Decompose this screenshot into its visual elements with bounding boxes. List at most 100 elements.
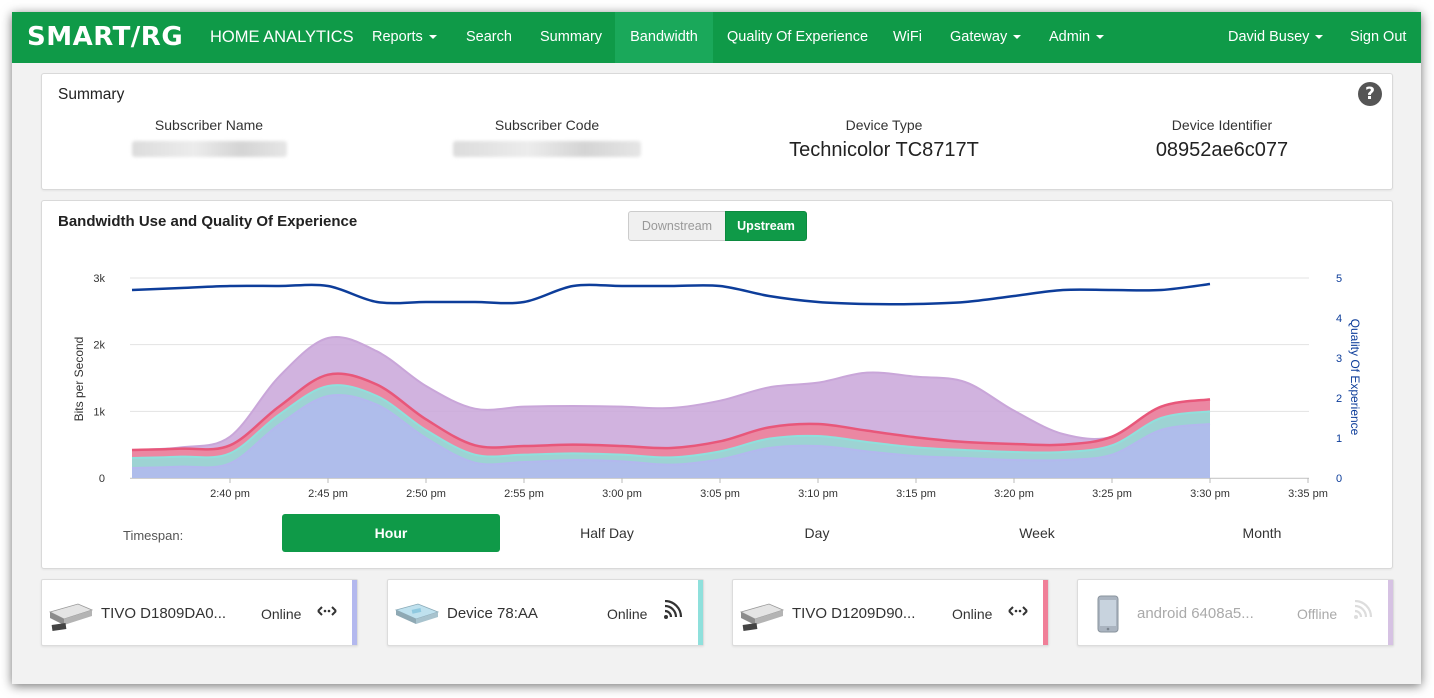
device-color-stripe <box>352 580 357 645</box>
set-top-box-icon <box>739 603 785 631</box>
device-card[interactable]: TIVO D1209D90... Online <box>732 579 1049 646</box>
x-tick-label: 2:40 pm <box>210 488 250 500</box>
device-identifier-value: 08952ae6c077 <box>1155 139 1289 161</box>
nav-search[interactable]: Search <box>466 29 512 45</box>
subscriber-code-block: Subscriber Code <box>407 117 687 157</box>
y-tick-label: 1k <box>93 406 105 418</box>
stack-line <box>131 372 1211 452</box>
upstream-button[interactable]: Upstream <box>725 211 807 241</box>
x-tick-label: 3:25 pm <box>1092 488 1132 500</box>
device-card[interactable]: android 6408a5... Offline <box>1077 579 1394 646</box>
device-type-block: Device Type Technicolor TC8717T <box>744 117 1024 162</box>
ethernet-icon <box>1008 606 1028 616</box>
help-icon[interactable]: ? <box>1358 82 1382 106</box>
x-tick-label: 3:00 pm <box>602 488 642 500</box>
app-window: SMART/RG HOME ANALYTICS Reports Search S… <box>12 12 1421 684</box>
device-card[interactable]: TIVO D1809DA0... Online <box>41 579 358 646</box>
x-tick-label: 3:15 pm <box>896 488 936 500</box>
nav-home-analytics[interactable]: HOME ANALYTICS <box>210 28 354 46</box>
subscriber-name-redacted <box>131 141 287 157</box>
device-card[interactable]: Device 78:AA Online <box>387 579 704 646</box>
device-name: TIVO D1809DA0... <box>101 605 227 622</box>
nav-summary[interactable]: Summary <box>540 29 603 45</box>
sign-out-link[interactable]: Sign Out <box>1350 29 1407 45</box>
stack-line <box>131 393 1211 469</box>
bandwidth-panel: Bandwidth Use and Quality Of Experience … <box>41 200 1393 569</box>
timespan-day-button[interactable]: Day <box>804 525 830 541</box>
x-tick-label: 2:50 pm <box>406 488 446 500</box>
nav-gateway[interactable]: Gateway <box>950 12 1022 63</box>
device-identifier-block: Device Identifier 08952ae6c077 <box>1082 117 1362 162</box>
device-name: Device 78:AA <box>447 605 538 622</box>
chevron-down-icon <box>1013 35 1022 40</box>
nav-reports[interactable]: Reports <box>372 12 437 63</box>
nav-admin-label: Admin <box>1049 29 1091 45</box>
y-tick-label: 2k <box>93 340 105 352</box>
y2-tick-label: 1 <box>1336 433 1342 445</box>
nav-user-menu[interactable]: David Busey <box>1228 12 1324 63</box>
nav-quality-of-experience[interactable]: Quality Of Experience <box>727 29 869 45</box>
router-icon <box>394 603 440 624</box>
y-tick-label: 0 <box>99 473 105 485</box>
x-tick-label: 3:35 pm <box>1288 488 1328 500</box>
x-tick-label: 3:30 pm <box>1190 488 1230 500</box>
device-status: Online <box>607 606 648 622</box>
bandwidth-chart: 0 1k 2k 3k 0 1 2 3 4 5 2:40 pm 2:45 pm 2:50 pm 2:55 p… <box>72 273 1362 500</box>
x-tick-label: 2:55 pm <box>504 488 544 500</box>
chevron-down-icon <box>1096 35 1105 40</box>
stack-line <box>131 384 1211 459</box>
device-type-value: Technicolor TC8717T <box>789 139 979 161</box>
timespan-hour-button[interactable]: Hour <box>282 514 500 552</box>
wifi-icon <box>664 600 683 619</box>
bandwidth-title: Bandwidth Use and Quality Of Experience <box>58 213 358 230</box>
subscriber-code-label: Subscriber Code <box>494 117 600 133</box>
y2-tick-label: 4 <box>1336 313 1342 325</box>
device-color-stripe <box>1388 580 1393 645</box>
qoe-line <box>131 282 1211 306</box>
phone-icon <box>1097 595 1119 633</box>
nav-bandwidth[interactable]: Bandwidth <box>615 12 713 63</box>
x-tick-label: 2:45 pm <box>308 488 348 500</box>
top-navbar: SMART/RG HOME ANALYTICS Reports Search S… <box>12 12 1421 63</box>
subscriber-name-block: Subscriber Name <box>69 117 349 157</box>
user-name: David Busey <box>1228 29 1310 45</box>
y-axis-label: Bits per Second <box>72 337 86 422</box>
y2-tick-label: 0 <box>1336 473 1342 485</box>
y2-axis-label: Quality Of Experience <box>1348 319 1362 436</box>
device-name: TIVO D1209D90... <box>792 605 916 622</box>
y-tick-label: 3k <box>93 273 105 285</box>
y2-tick-label: 3 <box>1336 353 1342 365</box>
device-color-stripe <box>698 580 703 645</box>
set-top-box-icon <box>48 603 94 631</box>
timespan-label: Timespan: <box>123 528 184 543</box>
device-status: Online <box>261 606 302 622</box>
brand-logo[interactable]: SMART/RG <box>27 22 184 52</box>
device-name: android 6408a5... <box>1137 605 1254 622</box>
timespan-month-button[interactable]: Month <box>1242 525 1282 541</box>
nav-wifi[interactable]: WiFi <box>893 29 922 45</box>
chevron-down-icon <box>1315 35 1324 40</box>
x-tick-label: 3:20 pm <box>994 488 1034 500</box>
wifi-icon <box>1354 600 1373 619</box>
ethernet-icon <box>317 606 337 616</box>
subscriber-code-redacted <box>453 141 641 157</box>
summary-panel: Summary ? Subscriber Name Subscriber Cod… <box>41 73 1393 190</box>
device-identifier-label: Device Identifier <box>1171 117 1273 133</box>
nav-gateway-label: Gateway <box>950 29 1008 45</box>
stack-line <box>131 336 1211 451</box>
summary-title: Summary <box>58 86 125 103</box>
x-tick-label: 3:10 pm <box>798 488 838 500</box>
device-status: Online <box>952 606 993 622</box>
chevron-down-icon <box>428 35 437 40</box>
subscriber-name-label: Subscriber Name <box>154 117 264 133</box>
device-status: Offline <box>1297 606 1338 622</box>
nav-reports-label: Reports <box>372 29 423 45</box>
device-color-stripe <box>1043 580 1048 645</box>
device-type-label: Device Type <box>845 117 923 133</box>
timespan-half-day-button[interactable]: Half Day <box>580 525 634 541</box>
y2-tick-label: 5 <box>1336 273 1342 285</box>
y2-tick-label: 2 <box>1336 393 1342 405</box>
nav-admin[interactable]: Admin <box>1049 12 1105 63</box>
x-tick-label: 3:05 pm <box>700 488 740 500</box>
timespan-week-button[interactable]: Week <box>1019 525 1055 541</box>
